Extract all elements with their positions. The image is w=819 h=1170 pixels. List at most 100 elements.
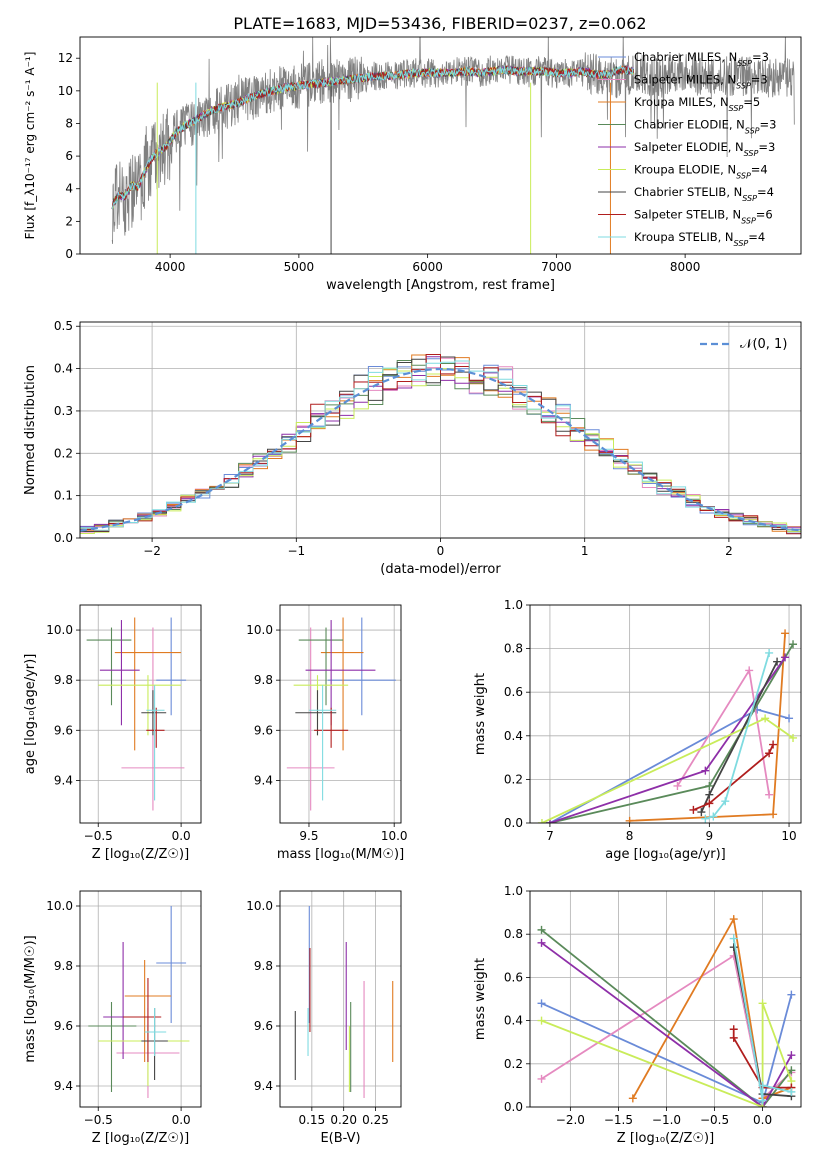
age-vs-mass-xlabel: mass [log₁₀(M/M☉)]: [277, 847, 404, 862]
weight-marker-kroupa_elodie: [761, 714, 770, 723]
weight-marker-salpeter_elodie: [787, 1051, 796, 1060]
weight-vs-age-ylabel: mass weight: [473, 673, 488, 755]
x-tick-label: −1.5: [604, 1113, 633, 1127]
figure-title: PLATE=1683, MJD=53436, FIBERID=0237, z=0…: [233, 14, 646, 33]
y-tick-label: 0.0: [504, 1100, 523, 1114]
y-tick-label: 0.0: [504, 816, 523, 830]
weight-marker-chabrier_elodie: [787, 1066, 796, 1075]
x-tick-label: −0.5: [700, 1113, 729, 1127]
y-tick-label: 10.0: [46, 899, 73, 913]
weight-line-kroupa_elodie: [541, 1002, 793, 1107]
mass-vs-ebv-xlabel: E(B-V): [320, 1131, 360, 1146]
weight-marker-chabrier_elodie: [705, 781, 714, 790]
histogram-salpeter_stelib: [80, 354, 801, 535]
weight-vs-age-panel: 7 8 9 10 0.0 0.2 0.4 0.6 0.8 1.0 age [log₁₀(age/y…: [473, 598, 802, 862]
residuals-data-layer: −2 −1 0 1 2 0.0 0.1 0.2 0.3 0.4 0.5: [54, 319, 802, 558]
mass-vs-ebv-panel: 0.15 0.20 0.25 9.4 9.6 9.8 10.0 E(B-V): [246, 890, 402, 1146]
weight-marker-salpeter_elodie: [537, 938, 546, 947]
mass-vs-z-xlabel: Z [log₁₀(Z/Z☉)]: [92, 1131, 189, 1146]
mass-vs-z-data-layer: −0.5 0.0 9.4 9.6 9.8 10.0: [46, 890, 202, 1127]
residuals-ylabel: Normed distribution: [23, 365, 38, 495]
weight-marker-kroupa_miles: [625, 816, 634, 823]
legend-entry: Kroupa STELIB, NSSP=4: [634, 230, 765, 248]
errorbar-marks: [294, 906, 394, 1098]
x-tick-label: 5000: [284, 260, 315, 274]
weight-marker-salpeter_miles: [673, 781, 682, 790]
histogram-kroupa_stelib: [80, 360, 801, 531]
y-tick-label: 0.8: [504, 927, 523, 941]
y-tick-label: 0.4: [504, 1014, 523, 1028]
weight-marker-chabrier_stelib: [729, 943, 738, 952]
x-tick-label: 8: [626, 829, 634, 843]
residuals-legend-label: 𝒩(0, 1): [740, 337, 787, 352]
weight-marker-chabrier_miles: [537, 999, 546, 1008]
y-tick-label: 0.5: [54, 319, 73, 333]
age-vs-mass-panel: 9.5 10.0 9.4 9.6 9.8 10.0 mass [log₁₀(M/M☉)]: [246, 604, 408, 862]
weight-marker-kroupa_elodie: [537, 819, 546, 823]
weight-vs-z-ylabel: mass weight: [473, 958, 488, 1040]
x-tick-label: 0.0: [753, 1113, 772, 1127]
weight-marker-kroupa_miles: [729, 915, 738, 924]
legend-entry: Salpeter MILES, NSSP=3: [634, 73, 768, 91]
weight-marker-chabrier_stelib: [773, 657, 782, 666]
spectrum-panel: 4000 5000 6000 7000 8000 0 2 4 6 8 10 12 Chabrier M…: [23, 36, 802, 293]
histogram-chabrier_elodie: [80, 360, 801, 532]
weight-marker-kroupa_miles: [781, 629, 790, 638]
x-tick-label: 7: [546, 829, 554, 843]
weight-marker-salpeter_stelib: [705, 799, 714, 808]
weight-marker-salpeter_miles: [745, 666, 754, 675]
x-tick-label: −1.0: [652, 1113, 681, 1127]
axes-frame: [529, 890, 802, 1108]
legend-nssp: =3: [751, 73, 768, 87]
weight-marker-kroupa_elodie: [789, 733, 798, 742]
legend-subscript: SSP: [745, 126, 760, 135]
legend-subscript: SSP: [736, 171, 751, 180]
spectrum-xlabel: wavelength [Angstrom, rest frame]: [326, 278, 555, 293]
x-tick-label: −0.5: [84, 829, 113, 843]
x-tick-label: 0.20: [330, 1113, 357, 1127]
legend-nssp: =5: [743, 95, 760, 109]
axes-frame: [79, 321, 802, 539]
legend-nssp: =3: [752, 50, 769, 64]
weight-line-kroupa_stelib: [705, 652, 770, 820]
y-tick-label: 12: [58, 51, 73, 65]
errorbar-marks: [86, 617, 187, 811]
x-tick-label: −0.5: [84, 1113, 113, 1127]
weight-line-salpeter_miles: [541, 954, 793, 1101]
residuals-panel: −2 −1 0 1 2 0.0 0.1 0.2 0.3 0.4 0.5 𝒩(0, 1) (data-…: [23, 319, 802, 577]
y-tick-label: 0.8: [504, 642, 523, 656]
weight-line-kroupa_miles: [632, 916, 792, 1100]
weight-marker-kroupa_stelib: [729, 934, 738, 943]
y-tick-label: 9.4: [54, 1079, 73, 1093]
weight-marker-kroupa_stelib: [721, 797, 730, 806]
weight-vs-age-xlabel: age [log₁₀(age/yr)]: [605, 847, 726, 862]
weight-vs-age-data-layer: 7 8 9 10 0.0 0.2 0.4 0.6 0.8 1.0: [504, 598, 802, 843]
y-tick-label: 9.6: [54, 1019, 73, 1033]
legend-entry: Chabrier ELODIE, NSSP=3: [634, 118, 776, 136]
x-tick-label: 9.5: [299, 829, 318, 843]
y-tick-label: 9.4: [254, 773, 273, 787]
weight-marker-salpeter_stelib: [769, 740, 778, 749]
x-tick-label: −2.0: [556, 1113, 585, 1127]
x-tick-label: −2: [143, 544, 161, 558]
y-tick-label: 0.6: [504, 970, 523, 984]
weight-marker-chabrier_elodie: [537, 925, 546, 934]
weight-marker-kroupa_miles: [769, 810, 778, 819]
y-tick-label: 10.0: [46, 623, 73, 637]
x-tick-label: 0.0: [172, 1113, 191, 1127]
legend-entry: Salpeter ELODIE, NSSP=3: [634, 140, 775, 158]
x-tick-label: 0.0: [172, 829, 191, 843]
legend-nssp: =6: [756, 208, 773, 222]
y-tick-label: 9.8: [54, 959, 73, 973]
weight-marker-salpeter_elodie: [545, 819, 554, 823]
y-tick-label: 0: [65, 247, 73, 261]
legend-subscript: SSP: [734, 239, 749, 248]
y-tick-label: 0.4: [504, 729, 523, 743]
normal-curve: [80, 367, 801, 532]
histogram-lines: [80, 354, 801, 535]
y-tick-label: 0.2: [504, 772, 523, 786]
spectrum-data-layer: 4000 5000 6000 7000 8000 0 2 4 6 8 10 12: [58, 36, 802, 274]
axes-frame: [79, 890, 202, 1108]
legend-entry: Salpeter STELIB, NSSP=6: [634, 208, 773, 226]
